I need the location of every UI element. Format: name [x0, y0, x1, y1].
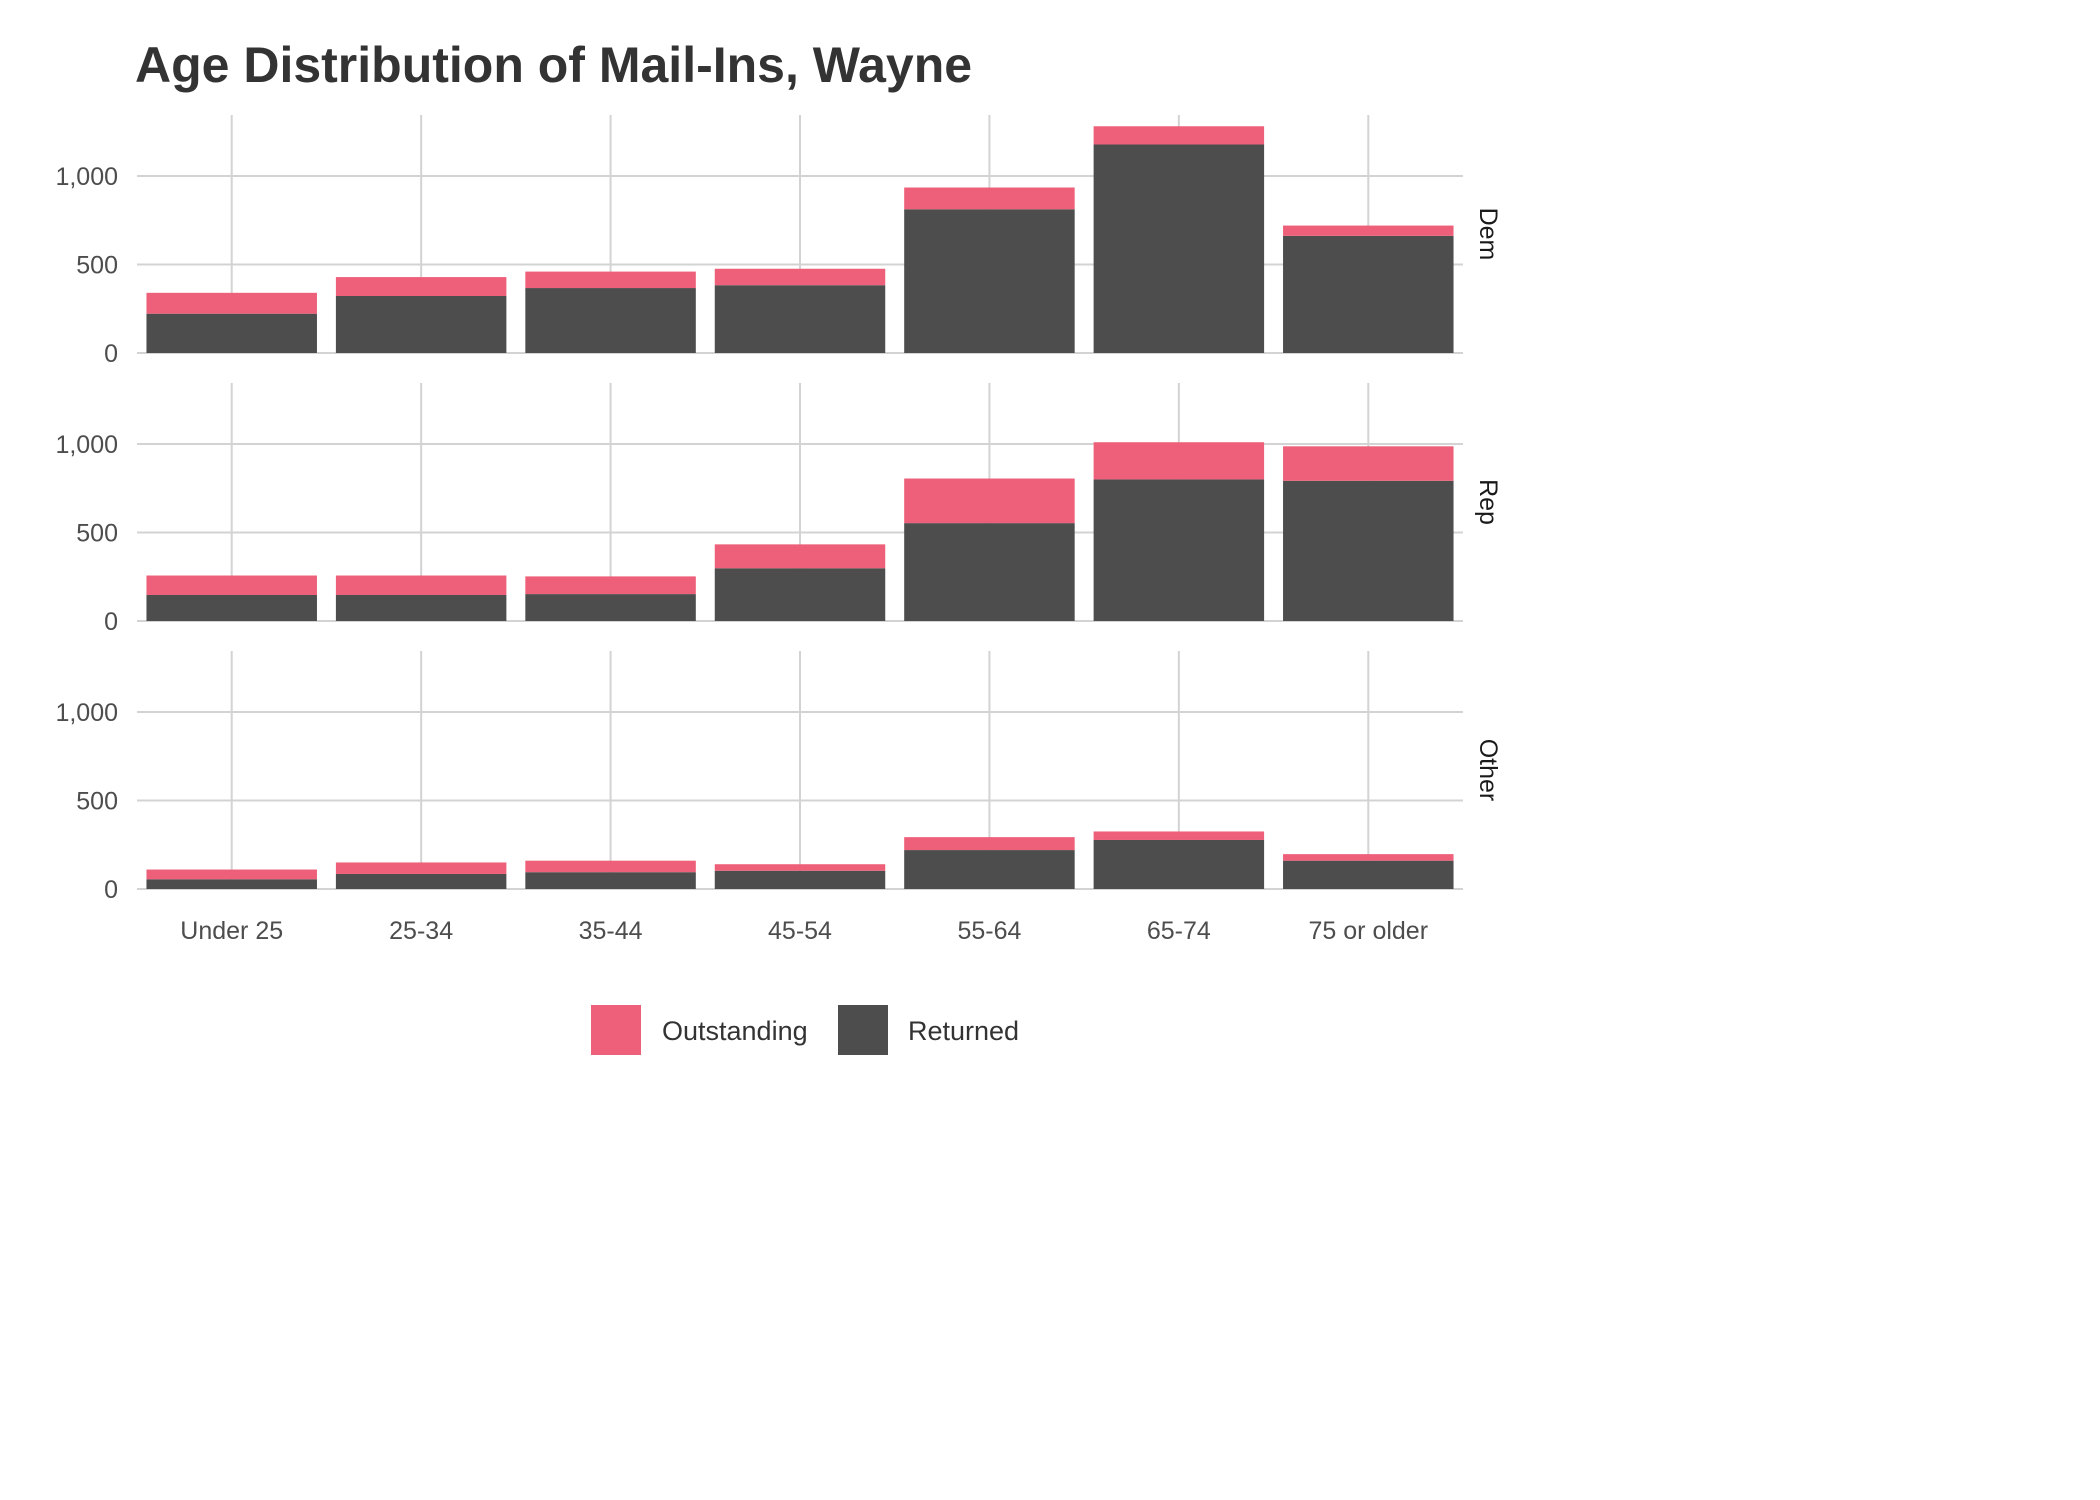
bar-returned [1283, 860, 1454, 889]
x-tick-label: 35-44 [579, 917, 643, 945]
x-tick-label: 25-34 [389, 917, 453, 945]
legend-swatch [591, 1005, 641, 1055]
bar-outstanding [1093, 442, 1265, 480]
bar-outstanding [1093, 126, 1265, 145]
bar-outstanding [335, 862, 507, 874]
legend-label: Returned [908, 1016, 1019, 1046]
x-tick-label: 75 or older [1309, 917, 1429, 945]
bar-outstanding [146, 575, 317, 595]
y-tick-label: 500 [76, 788, 118, 816]
bar-returned [146, 313, 317, 353]
bar-outstanding [146, 869, 317, 880]
bar-returned [525, 872, 696, 889]
bar-outstanding [525, 271, 696, 289]
bar-returned [1093, 144, 1265, 353]
bar-outstanding [904, 187, 1075, 210]
bar-returned [714, 870, 886, 889]
bar-returned [1283, 480, 1454, 621]
x-tick-label: 45-54 [768, 917, 832, 945]
bar-outstanding [146, 292, 317, 314]
bar-returned [1093, 479, 1265, 621]
bar-returned [904, 209, 1075, 353]
bar-returned [714, 285, 886, 353]
bar-outstanding [335, 575, 507, 595]
y-tick-label: 500 [76, 520, 118, 548]
bar-returned [1283, 235, 1454, 353]
y-tick-label: 1,000 [55, 431, 118, 459]
bar-returned [714, 568, 886, 621]
y-tick-label: 0 [104, 340, 118, 368]
y-tick-label: 500 [76, 252, 118, 280]
x-tick-label: 65-74 [1147, 917, 1211, 945]
bar-outstanding [714, 268, 886, 286]
bar-returned [146, 594, 317, 621]
bar-returned [904, 850, 1075, 889]
y-tick-label: 0 [104, 608, 118, 636]
y-tick-label: 1,000 [55, 699, 118, 727]
bar-outstanding [335, 277, 507, 297]
bar-returned [335, 873, 507, 889]
bar-outstanding [714, 864, 886, 871]
y-tick-label: 0 [104, 876, 118, 904]
bar-outstanding [714, 544, 886, 569]
bar-returned [1093, 839, 1265, 889]
chart-title: Age Distribution of Mail-Ins, Wayne [135, 37, 973, 93]
facet-label: Rep [1474, 479, 1502, 525]
y-tick-label: 1,000 [55, 163, 118, 191]
bar-returned [525, 594, 696, 621]
legend-swatch [838, 1005, 888, 1055]
bar-returned [335, 296, 507, 353]
x-tick-label: Under 25 [180, 917, 283, 945]
bar-returned [904, 523, 1075, 621]
facet-label: Dem [1474, 208, 1502, 261]
bar-returned [525, 288, 696, 353]
bar-outstanding [1093, 831, 1265, 840]
bar-returned [335, 594, 507, 621]
bar-outstanding [1283, 854, 1454, 861]
x-tick-label: 55-64 [957, 917, 1021, 945]
bar-outstanding [1283, 225, 1454, 236]
facet-label: Other [1474, 739, 1502, 802]
bar-outstanding [1283, 446, 1454, 481]
faceted-stacked-bar-chart: 0 500 1,000 Dem 0 500 1,000 Rep 0 500 1,000 Other Un… [55, 115, 1502, 1055]
legend-label: Outstanding [662, 1016, 808, 1046]
bar-outstanding [525, 860, 696, 873]
bar-outstanding [904, 478, 1075, 524]
bar-outstanding [904, 837, 1075, 851]
bar-outstanding [525, 576, 696, 595]
bar-returned [146, 879, 317, 889]
